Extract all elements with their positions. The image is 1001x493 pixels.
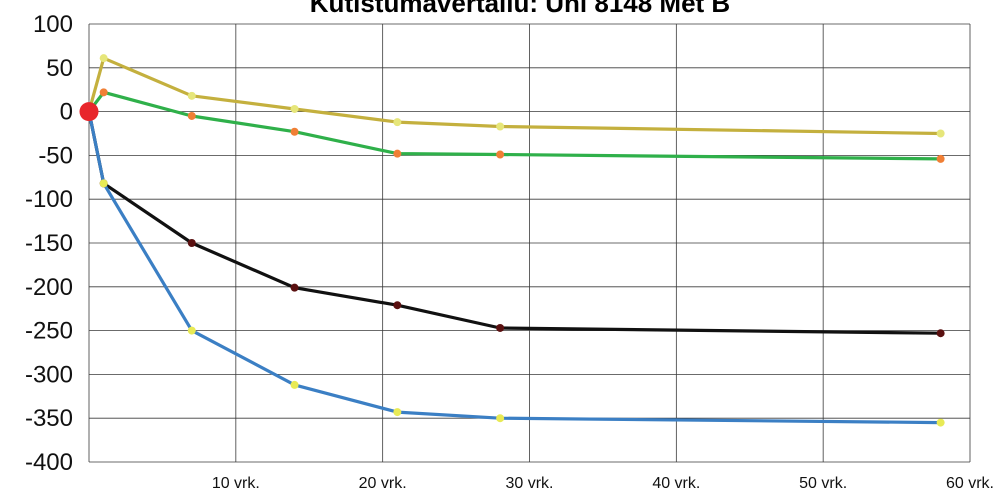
y-tick-label: -50 [38,142,73,169]
series-2-point [290,127,299,136]
series-3-point [496,323,505,332]
series-3-point [187,239,196,247]
x-tick-label: 60 vrk. [946,475,994,492]
series-1-point [496,122,505,131]
series-line-3 [87,111,941,335]
series-1-point [936,129,945,138]
chart-title: Kutistumavertailu: Uni 8148 Met B [310,0,730,18]
series-3-point [936,329,945,338]
y-tick-label: 50 [46,55,73,82]
series-1-point [99,54,108,63]
origin-point [79,102,99,122]
series-2-point [99,88,108,97]
x-tick-label: 40 vrk. [652,475,700,492]
series-4-point [187,326,196,335]
series-1-point [290,104,299,113]
series-3-point [393,301,402,310]
y-tick-label: -100 [25,186,73,213]
series-line-1 [87,56,941,136]
series-2-point [496,150,505,159]
y-tick-label: 0 [60,99,73,126]
series-1-point [187,91,196,100]
y-tick-label: -300 [25,361,73,388]
y-tick-label: 100 [33,11,73,38]
y-tick-label: -200 [25,274,73,301]
x-tick-label: 50 vrk. [799,475,847,492]
x-tick-label: 20 vrk. [359,475,407,492]
y-tick-label: -250 [25,318,73,345]
x-tick-label: 10 vrk. [212,475,260,492]
series-4-point [936,418,945,427]
series-4-point [290,380,299,389]
series-4-point [496,414,505,423]
series-2-point [393,149,402,158]
y-tick-label: -400 [25,449,73,476]
series-4-point [99,179,108,188]
y-tick-label: -150 [25,230,73,257]
series-4-point [393,408,402,417]
plot-area: 100 50 0 -50 -100 -150 -200 -250 -300 -350 -400 10 … [25,11,994,492]
y-tick-label: -350 [25,405,73,432]
series-3-point [290,283,299,292]
series-2-point [187,111,196,120]
series-2-point [936,154,945,163]
x-tick-label: 30 vrk. [505,475,553,492]
series-1-point [393,118,402,127]
